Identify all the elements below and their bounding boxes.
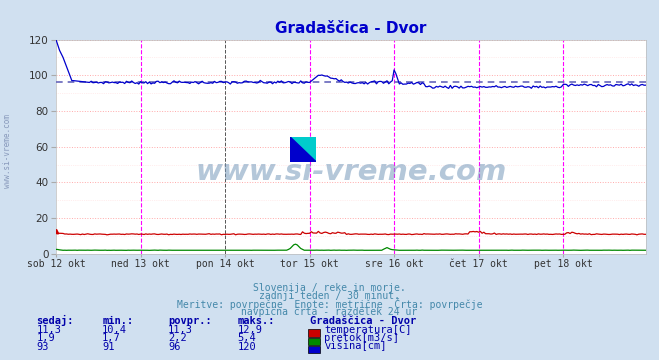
Text: 120: 120 [237,342,256,352]
Text: temperatura[C]: temperatura[C] [324,325,412,335]
Text: 5,4: 5,4 [237,333,256,343]
Text: 10,4: 10,4 [102,325,127,335]
Text: povpr.:: povpr.: [168,316,212,326]
Text: www.si-vreme.com: www.si-vreme.com [195,158,507,186]
Text: min.:: min.: [102,316,133,326]
Text: navpična črta - razdelek 24 ur: navpična črta - razdelek 24 ur [241,306,418,317]
Title: Gradaščica - Dvor: Gradaščica - Dvor [275,21,426,36]
Text: 11,3: 11,3 [36,325,61,335]
Text: 11,3: 11,3 [168,325,193,335]
Text: 1,7: 1,7 [102,333,121,343]
Text: pretok[m3/s]: pretok[m3/s] [324,333,399,343]
Text: 2,2: 2,2 [168,333,186,343]
Text: maks.:: maks.: [237,316,275,326]
Text: Slovenija / reke in morje.: Slovenija / reke in morje. [253,283,406,293]
Text: sedaj:: sedaj: [36,315,74,326]
Text: 12,9: 12,9 [237,325,262,335]
Text: zadnji teden / 30 minut.: zadnji teden / 30 minut. [259,291,400,301]
Text: Meritve: povrpečne  Enote: metrične  Črta: povrpečje: Meritve: povrpečne Enote: metrične Črta:… [177,298,482,310]
Text: Gradaščica - Dvor: Gradaščica - Dvor [310,316,416,326]
Polygon shape [290,137,316,162]
Polygon shape [290,137,316,162]
Text: www.si-vreme.com: www.si-vreme.com [3,114,13,188]
Text: 91: 91 [102,342,115,352]
Text: 96: 96 [168,342,181,352]
Text: višina[cm]: višina[cm] [324,341,387,352]
Text: 93: 93 [36,342,49,352]
Text: 1,9: 1,9 [36,333,55,343]
